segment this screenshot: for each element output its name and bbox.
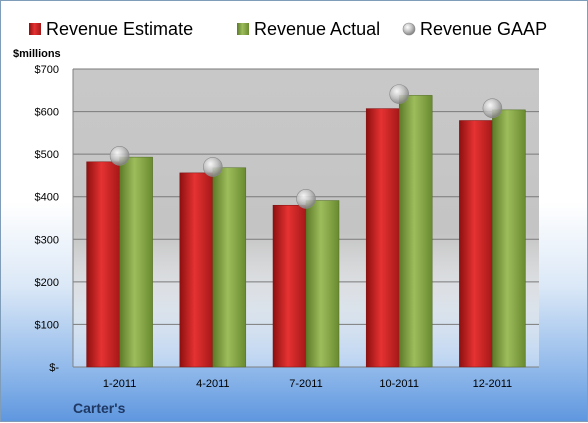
y-axis-unit-label: $millions — [13, 48, 61, 60]
marker-revenue-gaap — [296, 189, 316, 209]
y-tick-label: $- — [49, 362, 59, 374]
x-tick-label: 10-2011 — [379, 378, 419, 390]
legend-item: Revenue GAAP — [402, 19, 547, 39]
legend-label: Revenue GAAP — [420, 19, 547, 39]
y-tick-label: $600 — [35, 107, 59, 119]
legend-swatch — [237, 23, 249, 35]
chart-legend: Revenue Estimate Revenue Actual Revenue GA… — [29, 19, 547, 39]
marker-revenue-gaap — [482, 98, 503, 118]
legend-item: Revenue Actual — [237, 19, 380, 39]
company-label: Carter's — [73, 400, 126, 416]
bar-revenue-estimate — [272, 204, 307, 368]
legend-label: Revenue Actual — [254, 19, 380, 39]
bar-revenue-actual — [305, 200, 340, 368]
y-tick-label: $100 — [35, 319, 59, 331]
x-tick-label: 1-2011 — [103, 378, 136, 390]
marker-revenue-gaap — [109, 146, 130, 166]
legend-swatch-gaap — [402, 22, 416, 36]
legend-label: Revenue Estimate — [46, 19, 193, 39]
bar-revenue-actual — [398, 95, 433, 368]
y-tick-label: $200 — [35, 277, 59, 289]
marker-revenue-gaap — [203, 157, 223, 177]
bar-revenue-actual — [492, 109, 526, 368]
bar-revenue-estimate — [365, 108, 400, 368]
y-tick-label: $500 — [35, 149, 59, 161]
marker-revenue-gaap — [389, 84, 410, 104]
y-tick-label: $300 — [35, 234, 59, 246]
x-tick-label: 7-2011 — [289, 378, 322, 390]
y-tick-label: $700 — [35, 64, 59, 76]
bar-revenue-actual — [119, 156, 153, 368]
bar-revenue-estimate — [459, 120, 493, 368]
legend-item: Revenue Estimate — [29, 19, 193, 39]
y-tick-label: $400 — [35, 192, 59, 204]
plot-area: $- $100 $200 $300 $400 $500 $600 $700 1-2011 4-20… — [35, 64, 539, 390]
x-tick-label: 12-2011 — [473, 378, 513, 390]
legend-swatch — [29, 23, 41, 35]
bar-revenue-actual — [212, 167, 247, 368]
bar-revenue-estimate — [86, 161, 120, 368]
x-tick-label: 4-2011 — [196, 378, 229, 390]
bar-revenue-estimate — [179, 172, 214, 368]
